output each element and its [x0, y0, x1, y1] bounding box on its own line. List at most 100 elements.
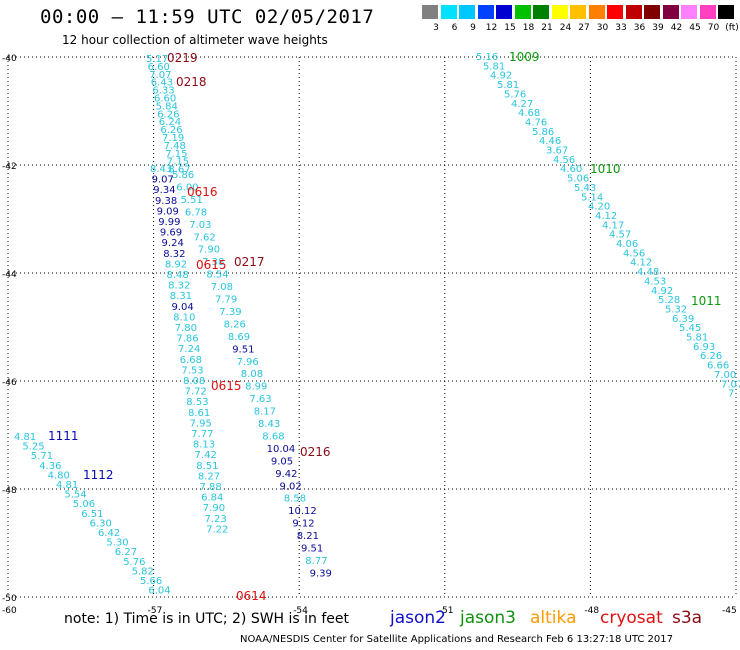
wave-height-value: 5.30 — [106, 538, 128, 549]
wave-height-value: 6.42 — [98, 528, 120, 539]
wave-height-value: 5.32 — [665, 304, 687, 315]
wave-height-value: 8.67 — [168, 165, 190, 176]
wave-height-value: 7.90 — [203, 503, 225, 514]
wave-height-value: 9.05 — [271, 456, 293, 467]
wave-height-value: 6.84 — [201, 493, 223, 504]
track-time-label: 0614 — [236, 589, 267, 603]
wave-height-value: 8.99 — [245, 382, 267, 393]
wave-height-value: 9.42 — [275, 469, 297, 480]
longitude-label: -48 — [584, 606, 599, 616]
colorbar-label: 3 — [433, 23, 439, 33]
colorbar-swatch — [644, 5, 660, 19]
wave-height-value: 4.92 — [490, 71, 512, 82]
wave-height-value: 7.23 — [204, 514, 226, 525]
colorbar-swatch — [607, 5, 623, 19]
wave-height-value: 9.12 — [292, 519, 314, 530]
wave-height-value: 7.53 — [181, 365, 203, 376]
wave-height-value: 7.39 — [219, 307, 241, 318]
colorbar-swatch — [514, 5, 531, 19]
colorbar-label: 9 — [470, 23, 476, 33]
wave-height-value: 7.48 — [164, 141, 186, 152]
wave-height-value: 8.68 — [262, 431, 284, 442]
wave-height-value: 7.22 — [206, 524, 228, 535]
colorbar-label: 21 — [541, 23, 553, 33]
wave-height-value: 7.95 — [190, 418, 212, 429]
wave-height-value: 6.30 — [90, 518, 112, 529]
wave-height-value: 7.15 — [167, 157, 189, 168]
colorbar-swatch — [422, 5, 438, 19]
wave-height-value: 4.80 — [48, 470, 70, 481]
longitude-label: -51 — [439, 606, 454, 616]
wave-height-value: 4.76 — [525, 117, 547, 128]
wave-height-value: 7.24 — [178, 344, 200, 355]
wave-height-value: 5.66 — [140, 576, 162, 587]
longitude-label: -54 — [293, 606, 308, 616]
wave-height-value: 7.63 — [249, 394, 271, 405]
track-time-label: 0216 — [300, 445, 331, 459]
colorbar-swatch — [699, 5, 716, 19]
longitude-label: -60 — [2, 606, 17, 616]
wave-height-value: 8.17 — [254, 407, 276, 418]
wave-height-value: 6.24 — [159, 117, 181, 128]
track-time-label: 0616 — [187, 185, 218, 199]
wave-height-value: 9.02 — [280, 481, 302, 492]
wave-height-value: 5.76 — [123, 557, 145, 568]
track-time-label: 1111 — [48, 429, 79, 443]
wave-height-value: 6.60 — [148, 62, 170, 73]
wave-height-value: 5.71 — [31, 451, 53, 462]
colorbar-swatch — [440, 5, 457, 19]
wave-height-value: 7.62 — [194, 232, 216, 243]
wave-height-value: 8.10 — [173, 312, 195, 323]
wave-height-value: 7.19 — [162, 133, 184, 144]
wave-height-value: 5.86 — [532, 127, 554, 138]
wave-height-value: 6.26 — [700, 351, 722, 362]
wave-height-value: 8.13 — [193, 440, 215, 451]
wave-height-value: 7.79 — [215, 295, 237, 306]
track-time-label: 1011 — [691, 294, 722, 308]
wave-height-value: 6.27 — [115, 547, 137, 558]
wave-height-value: 8.08 — [241, 369, 263, 380]
wave-height-value: 5.81 — [497, 80, 519, 91]
wave-height-value: 4.56 — [623, 248, 645, 259]
colorbar-swatch — [570, 5, 586, 19]
wave-height-value: 4.57 — [609, 230, 631, 241]
wave-height-value: 7.72 — [185, 387, 207, 398]
wave-height-value: 9.07 — [152, 175, 174, 186]
wave-height-value: 8.61 — [188, 408, 210, 419]
wave-height-value: 4.81 — [56, 480, 78, 491]
wave-height-value: 6.66 — [707, 361, 729, 372]
wave-height-value: 4.68 — [518, 108, 540, 119]
wave-height-value: 5.54 — [64, 490, 86, 501]
latitude-label: -48 — [2, 486, 17, 496]
wave-height-value: 4.81 — [14, 432, 36, 443]
wave-height-value: 5.81 — [483, 61, 505, 72]
wave-height-value: 8.58 — [284, 494, 306, 505]
track-time-label: 1112 — [83, 468, 114, 482]
legend-item-altika: altika — [530, 608, 577, 628]
wave-height-value: 9.69 — [160, 228, 182, 239]
latitude-label: -42 — [2, 162, 17, 172]
legend-item-jason3: jason3 — [460, 608, 516, 628]
colorbar-label: 6 — [451, 23, 458, 33]
colorbar-label: 18 — [522, 23, 535, 33]
track-time-label: 0217 — [234, 255, 265, 269]
longitude-label: -45 — [722, 606, 737, 616]
wave-height-value: 7.15 — [165, 149, 187, 160]
wave-height-value: 5.82 — [132, 566, 154, 577]
colorbar-swatch — [496, 5, 512, 19]
wave-height-value: 8.32 — [163, 249, 185, 260]
wave-height-value: 6.78 — [185, 207, 207, 218]
track-time-label: 0615 — [196, 258, 227, 272]
track-time-label: 1010 — [590, 162, 621, 176]
wave-height-value: 7.03 — [189, 220, 211, 231]
colorbar-label: 39 — [652, 23, 664, 33]
wave-height-value: 8.43 — [258, 419, 280, 430]
wave-height-value: 9.51 — [301, 544, 323, 555]
wave-height-value: 9.34 — [153, 185, 175, 196]
wave-height-value: 6.26 — [160, 125, 182, 136]
colorbar-swatch — [551, 5, 568, 19]
colorbar-swatch — [477, 5, 494, 19]
wave-height-value: 8.08 — [183, 376, 205, 387]
wave-height-value: 4.53 — [644, 276, 666, 287]
wave-height-value: 8.26 — [224, 319, 246, 330]
